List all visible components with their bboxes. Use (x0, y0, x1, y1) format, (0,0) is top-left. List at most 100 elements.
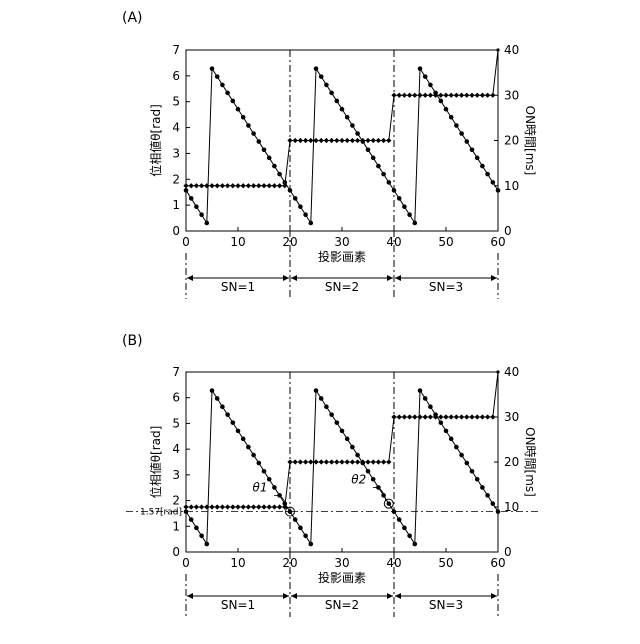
phase-point (350, 123, 355, 128)
on-time-point (480, 414, 485, 419)
on-time-point (438, 414, 443, 419)
phase-point (225, 412, 230, 417)
on-time-point (183, 504, 188, 509)
phase-point (324, 83, 329, 88)
on-time-point (329, 459, 334, 464)
on-time-point (267, 504, 272, 509)
segment-arrow-right (283, 593, 289, 599)
phase-point (387, 180, 392, 185)
segment-label: SN=3 (429, 280, 463, 294)
on-time-point (386, 138, 391, 143)
on-time-point (199, 183, 204, 188)
on-time-point (194, 504, 199, 509)
segment-label: SN=1 (221, 598, 255, 612)
on-time-point (386, 459, 391, 464)
on-time-point (261, 183, 266, 188)
on-time-point (209, 504, 214, 509)
y-left-tick-label: 5 (172, 95, 180, 109)
phase-point (184, 509, 189, 514)
annotation-label: θ2 (351, 473, 366, 487)
phase-point (454, 123, 459, 128)
x-tick-label: 10 (230, 556, 245, 570)
phase-point (303, 534, 308, 539)
phase-point (371, 477, 376, 482)
on-time-point (475, 93, 480, 98)
x-axis-label: 投影画素 (318, 570, 366, 585)
segment-arrow-left (291, 593, 297, 599)
on-time-point (204, 504, 209, 509)
on-time-point (339, 138, 344, 143)
on-time-point (417, 93, 422, 98)
y-left-tick-label: 5 (172, 416, 180, 430)
on-time-point (319, 459, 324, 464)
phase-point (376, 164, 381, 169)
phase-point (319, 396, 324, 401)
phase-point (381, 172, 386, 177)
phase-point (251, 131, 256, 136)
phase-point (329, 91, 334, 96)
phase-point (459, 131, 464, 136)
phase-point (387, 501, 392, 506)
on-time-point (412, 93, 417, 98)
x-tick-label: 50 (438, 556, 453, 570)
on-time-point (225, 504, 230, 509)
phase-point (413, 542, 418, 547)
y-right-axis-label: ON時間[ms] (523, 106, 537, 176)
phase-point (366, 469, 371, 474)
on-time-point (215, 504, 220, 509)
on-time-point (443, 93, 448, 98)
on-time-point (428, 93, 433, 98)
segment-label: SN=3 (429, 598, 463, 612)
phase-point (496, 188, 501, 193)
phase-point (210, 388, 215, 393)
x-tick-label: 60 (490, 556, 505, 570)
phase-point (485, 493, 490, 498)
phase-point (340, 429, 345, 434)
phase-point (470, 469, 475, 474)
phase-point (215, 74, 220, 79)
phase-point (392, 188, 397, 193)
phase-point (407, 534, 412, 539)
phase-point (199, 534, 204, 539)
on-time-point (256, 183, 261, 188)
segment-label: SN=1 (221, 280, 255, 294)
phase-point (423, 396, 428, 401)
on-time-point (469, 414, 474, 419)
phase-point (355, 131, 360, 136)
on-time-point (272, 183, 277, 188)
on-time-point (199, 504, 204, 509)
y-right-tick-label: 40 (504, 43, 519, 57)
segment-arrow-right (387, 275, 393, 281)
on-time-point (355, 459, 360, 464)
phase-point (480, 485, 485, 490)
y-left-tick-label: 6 (172, 69, 180, 83)
y-left-tick-label: 0 (172, 224, 180, 238)
phase-point (288, 509, 293, 514)
segment-arrow-left (395, 275, 401, 281)
phase-point (439, 420, 444, 425)
on-time-point (313, 459, 318, 464)
segment-arrow-left (187, 275, 193, 281)
phase-point (335, 420, 340, 425)
y-left-tick-label: 1 (172, 198, 180, 212)
y-right-tick-label: 20 (504, 134, 519, 148)
segment-arrow-left (395, 593, 401, 599)
phase-point (335, 99, 340, 104)
phase-point (449, 437, 454, 442)
y-left-tick-label: 4 (172, 442, 180, 456)
on-time-point (464, 414, 469, 419)
phase-point (309, 542, 314, 547)
on-time-point (459, 93, 464, 98)
on-time-point (339, 459, 344, 464)
on-time-point (246, 183, 251, 188)
on-time-point (298, 138, 303, 143)
on-time-point (303, 138, 308, 143)
phase-point (444, 107, 449, 112)
y-left-tick-label: 1 (172, 519, 180, 533)
on-time-point (225, 183, 230, 188)
on-time-point (267, 183, 272, 188)
phase-point (491, 501, 496, 506)
panel-label: (B) (122, 333, 143, 349)
on-time-point (298, 459, 303, 464)
